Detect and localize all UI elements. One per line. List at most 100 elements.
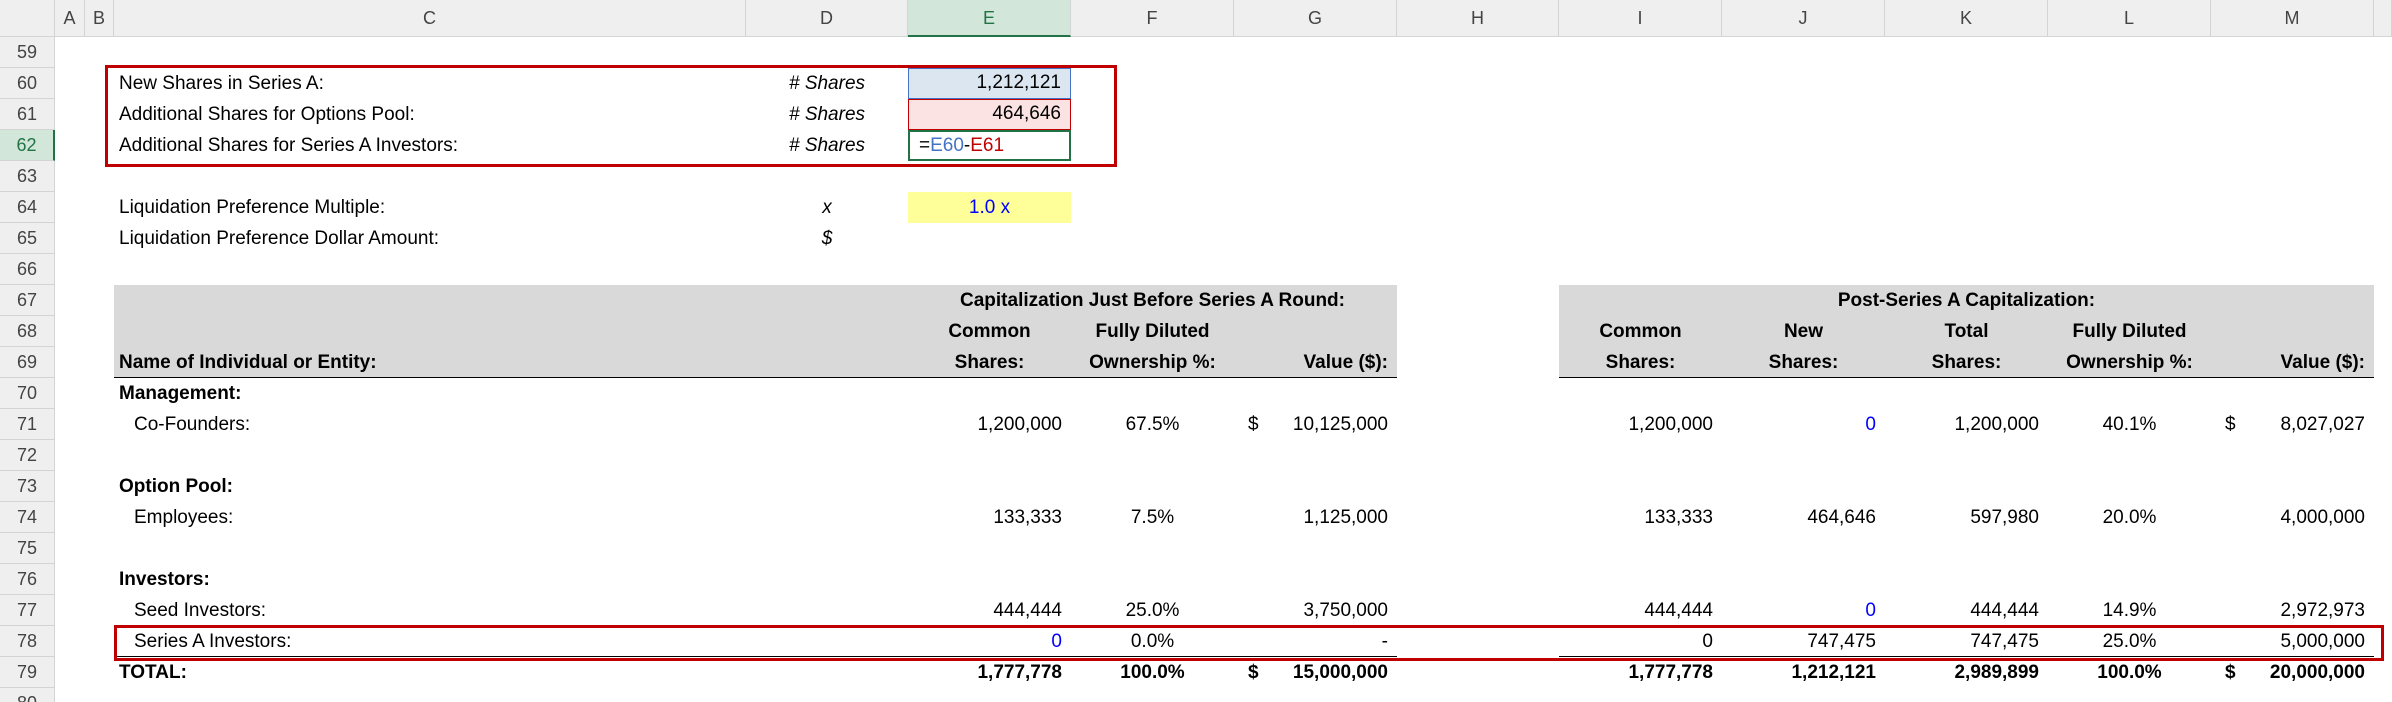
cell[interactable]: 444,444: [993, 600, 1062, 621]
cell[interactable]: 464,646: [908, 99, 1071, 130]
cell[interactable]: Shares:: [954, 352, 1025, 373]
row-header[interactable]: 64: [0, 192, 55, 223]
cell[interactable]: 747,475: [1970, 631, 2039, 652]
cell[interactable]: 3,750,000: [1303, 600, 1388, 621]
cell[interactable]: Shares:: [1768, 352, 1839, 373]
row-header[interactable]: 71: [0, 409, 55, 440]
cell[interactable]: 2,972,973: [2280, 600, 2365, 621]
cell[interactable]: Liquidation Preference Dollar Amount:: [119, 228, 440, 249]
row-header[interactable]: 74: [0, 502, 55, 533]
cell[interactable]: Value ($):: [2280, 352, 2365, 373]
cell[interactable]: 133,333: [993, 507, 1062, 528]
row-header[interactable]: 73: [0, 471, 55, 502]
cell[interactable]: 0: [1051, 631, 1062, 652]
cell[interactable]: Management:: [119, 383, 242, 404]
row-header[interactable]: 80: [0, 688, 55, 702]
row-header[interactable]: 62: [0, 130, 55, 161]
cell[interactable]: Fully Diluted: [1095, 321, 1210, 342]
cell[interactable]: New: [1783, 321, 1824, 342]
cell[interactable]: 100.0%: [1120, 662, 1185, 683]
column-header[interactable]: K: [1885, 0, 2048, 37]
cell[interactable]: 1,200,000: [1954, 414, 2039, 435]
cell[interactable]: Fully Diluted: [2072, 321, 2187, 342]
cell[interactable]: 25.0%: [1125, 600, 1180, 621]
cell[interactable]: 25.0%: [2102, 631, 2157, 652]
row-header[interactable]: 61: [0, 99, 55, 130]
cell[interactable]: 20,000,000: [2269, 662, 2365, 683]
cell[interactable]: Value ($):: [1303, 352, 1388, 373]
cell[interactable]: 0.0%: [1130, 631, 1175, 652]
row-header[interactable]: 60: [0, 68, 55, 99]
cell[interactable]: Additional Shares for Series A Investors…: [119, 135, 459, 156]
cell[interactable]: -: [1381, 631, 1388, 652]
row-header[interactable]: 69: [0, 347, 55, 378]
row-header[interactable]: 68: [0, 316, 55, 347]
cell[interactable]: Shares:: [1605, 352, 1676, 373]
cell[interactable]: x: [822, 197, 832, 218]
row-header[interactable]: 67: [0, 285, 55, 316]
cell[interactable]: 444,444: [1644, 600, 1713, 621]
cell[interactable]: 8,027,027: [2280, 414, 2365, 435]
column-header[interactable]: C: [114, 0, 746, 37]
cell[interactable]: TOTAL:: [119, 662, 187, 683]
cell[interactable]: 0: [1702, 631, 1713, 652]
cell[interactable]: Seed Investors:: [134, 600, 267, 621]
row-header[interactable]: 78: [0, 626, 55, 657]
cell[interactable]: Shares:: [1931, 352, 2002, 373]
cell[interactable]: 10,125,000: [1292, 414, 1388, 435]
column-header[interactable]: L: [2048, 0, 2211, 37]
column-header[interactable]: J: [1722, 0, 1885, 37]
row-header[interactable]: 63: [0, 161, 55, 192]
cell[interactable]: 1,200,000: [977, 414, 1062, 435]
cell[interactable]: 1,212,121: [1791, 662, 1876, 683]
cell[interactable]: 15,000,000: [1292, 662, 1388, 683]
column-header[interactable]: M: [2211, 0, 2374, 37]
cell[interactable]: 100.0%: [2097, 662, 2162, 683]
cell[interactable]: 1.0 x: [908, 192, 1071, 223]
row-header[interactable]: 70: [0, 378, 55, 409]
column-header[interactable]: A: [55, 0, 85, 37]
cell[interactable]: Option Pool:: [119, 476, 233, 497]
column-header[interactable]: E: [908, 0, 1071, 37]
cell[interactable]: 7.5%: [1130, 507, 1175, 528]
cell[interactable]: =E60-E61: [908, 130, 1071, 161]
column-header[interactable]: F: [1071, 0, 1234, 37]
cell[interactable]: 20.0%: [2102, 507, 2157, 528]
cell[interactable]: 1,777,778: [1628, 662, 1713, 683]
row-header[interactable]: 72: [0, 440, 55, 471]
column-header[interactable]: D: [746, 0, 908, 37]
cell[interactable]: Common: [1599, 321, 1682, 342]
select-all-corner[interactable]: [0, 0, 55, 37]
cell[interactable]: 1,212,121: [908, 68, 1071, 99]
cell[interactable]: $: [821, 228, 833, 249]
cell[interactable]: 67.5%: [1125, 414, 1180, 435]
column-header[interactable]: G: [1234, 0, 1397, 37]
cell[interactable]: 747,475: [1807, 631, 1876, 652]
cell[interactable]: Total: [1944, 321, 1989, 342]
cell[interactable]: # Shares: [788, 135, 866, 156]
cell[interactable]: # Shares: [788, 104, 866, 125]
cell[interactable]: 444,444: [1970, 600, 2039, 621]
cell[interactable]: 597,980: [1970, 507, 2039, 528]
cell[interactable]: # Shares: [788, 73, 866, 94]
row-header[interactable]: 75: [0, 533, 55, 564]
cell[interactable]: Liquidation Preference Multiple:: [119, 197, 386, 218]
cell[interactable]: 40.1%: [2102, 414, 2157, 435]
row-header[interactable]: 76: [0, 564, 55, 595]
column-header[interactable]: H: [1397, 0, 1559, 37]
cell[interactable]: 1,777,778: [977, 662, 1062, 683]
row-header[interactable]: 59: [0, 37, 55, 68]
cell[interactable]: 133,333: [1644, 507, 1713, 528]
column-header[interactable]: B: [85, 0, 114, 37]
cell[interactable]: 0: [1865, 414, 1876, 435]
cell[interactable]: 1,200,000: [1628, 414, 1713, 435]
cell[interactable]: 464,646: [1807, 507, 1876, 528]
cell[interactable]: 5,000,000: [2280, 631, 2365, 652]
cell[interactable]: Employees:: [134, 507, 234, 528]
cell[interactable]: Name of Individual or Entity:: [119, 352, 377, 373]
cell[interactable]: 14.9%: [2102, 600, 2157, 621]
row-header[interactable]: 65: [0, 223, 55, 254]
cell[interactable]: Ownership %:: [2066, 352, 2193, 373]
row-header[interactable]: 79: [0, 657, 55, 688]
row-header[interactable]: 77: [0, 595, 55, 626]
